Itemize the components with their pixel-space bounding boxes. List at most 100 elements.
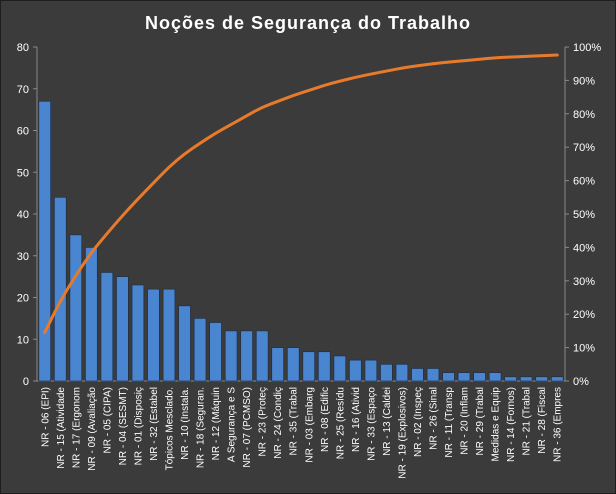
y-tick-label: 0 xyxy=(23,376,29,388)
cumulative-point xyxy=(370,73,372,75)
cumulative-point xyxy=(354,76,357,79)
category-label: NR - 10 (Instala. xyxy=(180,387,191,460)
category-label: NR - 03 (Embarg xyxy=(304,387,315,463)
cumulative-point xyxy=(540,54,543,57)
category-label: NR - 05 (CIPA) xyxy=(102,387,113,454)
y2-tick-label: 50% xyxy=(573,209,595,221)
bar xyxy=(255,330,269,382)
cumulative-point xyxy=(432,62,434,65)
cumulative-point xyxy=(494,56,496,59)
plot-area: 0 10 20 30 40 50 60 70 80 0% 10% 20% 30% 40% 50% 60% 70%… xyxy=(17,42,602,479)
category-label: Medidas e Equip xyxy=(491,387,502,462)
cumulative-point xyxy=(59,300,62,302)
cumulative-point xyxy=(276,100,279,103)
cumulative-point xyxy=(199,142,201,144)
cumulative-point xyxy=(230,123,232,126)
cumulative-line xyxy=(43,53,559,335)
bar xyxy=(395,363,409,382)
category-label: NR - 28 (Fiscal xyxy=(537,387,548,454)
bar xyxy=(209,322,222,382)
category-label: NR - 11 (Transp xyxy=(444,387,455,458)
y2-tick-label: 70% xyxy=(573,142,595,154)
cumulative-point xyxy=(385,70,388,72)
y-tick-label: 50 xyxy=(17,167,29,179)
category-label: NR - 25 (Resídu xyxy=(335,387,346,459)
y2-tick-label: 100% xyxy=(573,42,601,54)
y2-tick-label: 10% xyxy=(573,343,595,355)
bar xyxy=(380,363,393,382)
bar xyxy=(224,330,238,382)
cumulative-point xyxy=(525,55,527,58)
cumulative-point xyxy=(245,115,248,117)
cumulative-point xyxy=(183,153,186,155)
category-label: NR - 33 (Espaço xyxy=(366,387,377,461)
cumulative-point xyxy=(447,61,450,63)
category-label: NR - 23 (Proteç xyxy=(258,387,269,456)
y-tick-label: 80 xyxy=(17,42,29,54)
y2-tick-label: 90% xyxy=(573,75,595,87)
bar xyxy=(411,368,424,382)
cumulative-point xyxy=(152,182,155,184)
bar xyxy=(271,347,284,382)
y-tick-label: 30 xyxy=(17,251,29,263)
y-tick-label: 70 xyxy=(17,84,29,96)
cumulative-point xyxy=(401,67,403,69)
y-tick-label: 10 xyxy=(17,334,29,346)
cumulative-point xyxy=(214,132,217,134)
category-label: NR - 18 (Seguran. xyxy=(196,387,207,468)
bar xyxy=(287,347,300,382)
category-label: NR - 06 (EPI) xyxy=(40,387,51,447)
bar xyxy=(504,376,517,382)
bar xyxy=(442,372,455,382)
bar xyxy=(85,247,98,382)
y-tick-label: 60 xyxy=(17,126,29,138)
bar xyxy=(519,376,533,382)
category-label: NR - 29 (Trabal xyxy=(475,387,486,456)
category-label: NR - 24 (Condiç xyxy=(273,387,284,459)
bar xyxy=(54,197,67,382)
category-label: NR - 14 (Fornos) xyxy=(506,387,517,462)
category-label: NR - 13 (Caldei xyxy=(382,387,393,456)
y-tick-label: 20 xyxy=(17,293,29,305)
category-label: NR - 04 (SESMT) xyxy=(118,387,129,465)
cumulative-point xyxy=(121,214,124,217)
bar xyxy=(535,376,548,382)
cumulative-point xyxy=(90,251,93,254)
bar xyxy=(488,372,502,382)
category-label: NR - 21 (Trabal xyxy=(522,387,533,456)
bar xyxy=(240,330,253,382)
bar xyxy=(302,351,315,382)
y2-tick-label: 60% xyxy=(573,176,595,188)
cumulative-point xyxy=(307,89,310,92)
chart-title: Noções de Segurança do Trabalho xyxy=(145,13,471,33)
category-label: NR - 09 (Avaliação xyxy=(87,387,98,471)
cumulative-point xyxy=(43,331,46,334)
bar xyxy=(333,355,347,382)
bar xyxy=(131,284,145,382)
cumulative-point xyxy=(463,59,465,62)
category-label: NR - 26 (Sinal xyxy=(429,387,440,450)
category-label: NR - 36 (Empres xyxy=(553,387,564,462)
y2-tick-label: 30% xyxy=(573,276,595,288)
y2-tick-label: 80% xyxy=(573,109,595,121)
cumulative-point xyxy=(478,58,481,61)
y-tick-label: 40 xyxy=(17,209,29,221)
category-label: NR - 01 (Disposiç xyxy=(133,387,144,465)
cumulative-point xyxy=(137,198,139,200)
cumulative-point xyxy=(323,84,326,87)
bar xyxy=(116,276,129,382)
bar xyxy=(364,359,378,382)
cumulative-point xyxy=(106,232,108,235)
category-label: NR - 02 (Inspeç xyxy=(413,387,424,457)
cumulative-point xyxy=(416,64,419,67)
y2-tick-label: 0% xyxy=(573,376,589,388)
bar xyxy=(147,288,160,382)
bar xyxy=(178,305,191,382)
category-label: NR - 12 (Máquin xyxy=(211,387,222,460)
bar xyxy=(318,351,331,382)
category-label: NR - 17 (Ergonom xyxy=(71,387,82,468)
category-label: NR - 19 (Explosivos) xyxy=(397,387,408,479)
category-label: NR - 08 (Edific xyxy=(320,387,331,452)
bar xyxy=(38,100,51,382)
